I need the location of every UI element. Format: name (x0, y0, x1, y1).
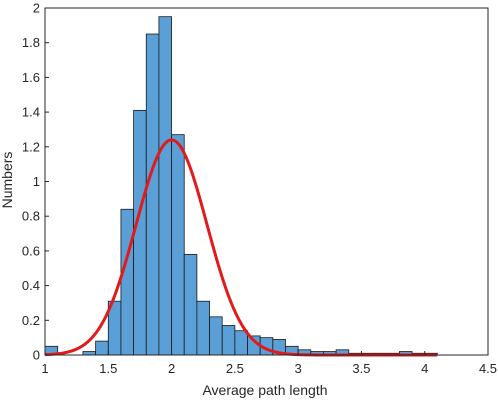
y-tick-label: 1.2 (22, 139, 40, 154)
y-axis-label: Numbers (0, 152, 15, 209)
y-tick-label: 1 (33, 174, 40, 189)
x-axis-label: Average path length (202, 382, 327, 398)
histogram-bar (133, 109, 147, 356)
y-axis-ticks: 0 0.2 0.4 0.6 0.8 1 1.2 1.4 1.6 1.8 2 (22, 1, 49, 363)
y-tick-label: 0.4 (22, 278, 40, 293)
x-tick-label: 2 (168, 361, 175, 376)
histogram-bar (171, 134, 185, 356)
histogram-bar (234, 330, 248, 356)
y-tick-label: 1.6 (22, 70, 40, 85)
x-tick-label: 1 (41, 361, 48, 376)
x-tick-label: 3.5 (352, 361, 370, 376)
histogram-bar (183, 253, 198, 356)
x-tick-label: 1.5 (99, 361, 117, 376)
histogram-bar (221, 325, 236, 356)
y-tick-label: 0.8 (22, 209, 40, 224)
histogram-bar (158, 16, 172, 356)
x-tick-label: 3 (295, 361, 302, 376)
histogram-bar (82, 351, 97, 356)
x-tick-label: 4 (421, 361, 428, 376)
plot-area (45, 8, 488, 355)
x-tick-label: 2.5 (226, 361, 244, 376)
histogram-bar (95, 340, 109, 356)
x-axis-ticks: 1 1.5 2 2.5 3 3.5 4 4.5 (41, 351, 497, 376)
y-tick-label: 0.6 (22, 243, 40, 258)
y-tick-label: 0 (33, 348, 40, 363)
histogram-bar (196, 300, 210, 356)
histogram-bar (145, 33, 160, 356)
y-tick-label: 1.4 (22, 105, 40, 120)
y-tick-label: 0.2 (22, 313, 40, 328)
histogram-bar (120, 208, 135, 356)
y-tick-label: 2 (33, 1, 40, 16)
histogram-bar (209, 316, 223, 356)
y-tick-label: 1.8 (22, 35, 40, 50)
x-tick-label: 4.5 (479, 361, 497, 376)
histogram-bars (44, 16, 438, 356)
